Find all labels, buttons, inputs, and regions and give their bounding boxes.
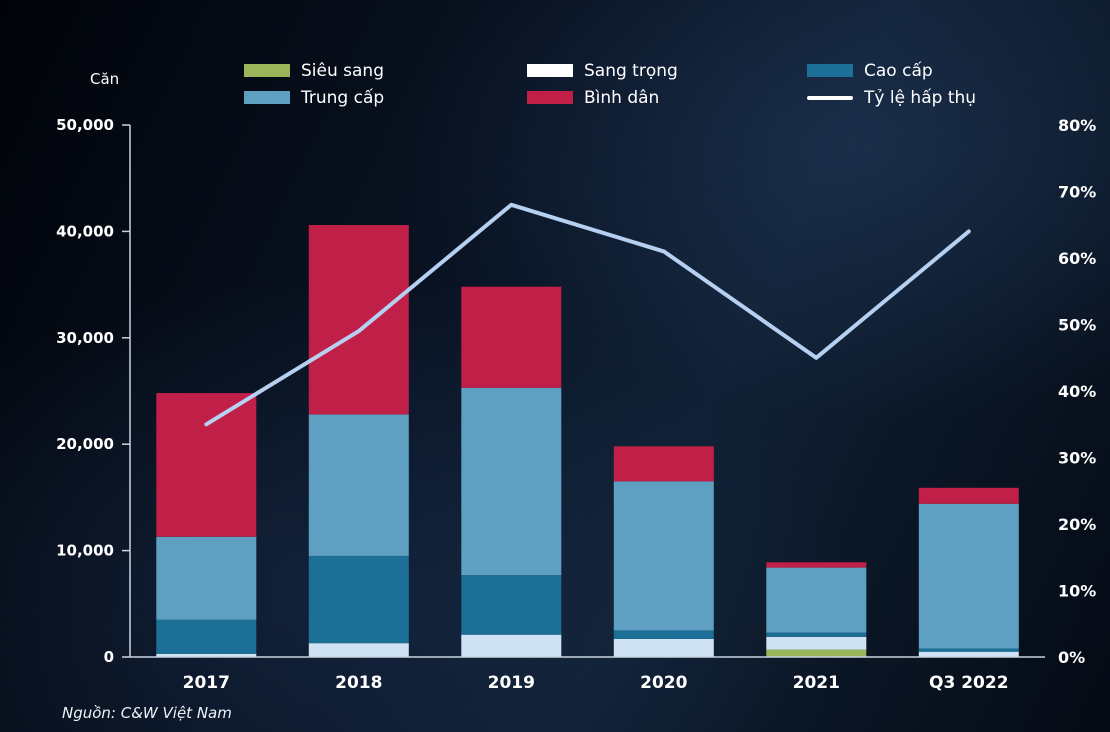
x-axis-label: 2019 <box>488 673 535 693</box>
legend-label-cao-cap: Cao cấp <box>864 60 933 81</box>
legend-item-binh-dan: Bình dân <box>527 87 807 108</box>
bar-segment-binh-dan <box>613 446 714 482</box>
right-axis-tick-label: 70% <box>1058 183 1096 202</box>
bar-segment-binh-dan <box>156 393 257 537</box>
bar-segment-cao-cap <box>156 619 257 654</box>
legend-swatch-cao-cap <box>807 64 853 77</box>
bar-segment-trung-cap <box>156 536 257 620</box>
legend-swatch-sieu-sang <box>244 64 290 77</box>
right-axis-tick-label: 30% <box>1058 449 1096 468</box>
legend-item-trung-cap: Trung cấp <box>244 87 527 108</box>
legend-label-sang-trong: Sang trọng <box>584 60 678 81</box>
bar-segment-trung-cap <box>766 567 867 633</box>
left-axis-tick-label: 10,000 <box>56 542 114 560</box>
bar-segment-trung-cap <box>613 481 714 631</box>
left-axis-tick-label: 20,000 <box>56 435 114 453</box>
legend-label-sieu-sang: Siêu sang <box>301 60 384 81</box>
bar-segment-cao-cap <box>308 555 409 644</box>
bar-segment-trung-cap <box>461 387 562 576</box>
source-note: Nguồn: C&W Việt Nam <box>62 704 232 722</box>
bar-segment-sang-trong <box>156 653 257 657</box>
chart-legend: Siêu sang Sang trọng Cao cấp Trung cấp B… <box>244 60 976 108</box>
right-axis-tick-label: 0% <box>1058 648 1085 667</box>
bar-segment-binh-dan <box>308 225 409 415</box>
legend-item-ty-le-hap-thu: Tỷ lệ hấp thụ <box>807 87 976 108</box>
bar-segment-binh-dan <box>918 487 1019 504</box>
bar-segment-cao-cap <box>766 632 867 637</box>
left-axis-tick-label: 50,000 <box>56 116 114 134</box>
bar-segment-trung-cap <box>918 503 1019 649</box>
bar-segment-sang-trong <box>461 634 562 657</box>
right-axis-tick-label: 60% <box>1058 249 1096 268</box>
x-axis-label: 2021 <box>793 673 840 693</box>
bar-segment-binh-dan <box>766 562 867 568</box>
x-axis-label: Q3 2022 <box>929 673 1009 693</box>
legend-label-ty-le-hap-thu: Tỷ lệ hấp thụ <box>864 87 977 108</box>
legend-swatch-binh-dan <box>527 91 573 104</box>
right-axis-tick-label: 10% <box>1058 582 1096 601</box>
left-axis-tick-label: 40,000 <box>56 222 114 240</box>
bar-segment-sang-trong <box>918 651 1019 657</box>
legend-swatch-trung-cap <box>244 91 290 104</box>
legend-label-trung-cap: Trung cấp <box>301 87 385 108</box>
left-axis-tick-label: 30,000 <box>56 329 114 347</box>
legend-item-sieu-sang: Siêu sang <box>244 60 527 81</box>
right-axis-tick-label: 50% <box>1058 316 1096 335</box>
legend-line-swatch-ty-le-hap-thu <box>807 95 853 100</box>
bar-segment-cao-cap <box>918 648 1019 652</box>
legend-label-binh-dan: Bình dân <box>584 87 660 108</box>
left-axis-unit-label: Căn <box>90 70 120 88</box>
left-axis-tick-label: 0 <box>104 648 114 666</box>
bar-segment-sang-trong <box>613 638 714 657</box>
bar-segment-cao-cap <box>461 575 562 635</box>
right-axis-tick-label: 40% <box>1058 382 1096 401</box>
bar-segment-binh-dan <box>461 286 562 388</box>
legend-swatch-sang-trong <box>527 64 573 77</box>
bar-segment-sang-trong <box>766 636 867 650</box>
right-axis-tick-label: 20% <box>1058 515 1096 534</box>
legend-item-sang-trong: Sang trọng <box>527 60 807 81</box>
x-axis-label: 2020 <box>640 673 687 693</box>
bar-segment-sang-trong <box>308 643 409 657</box>
right-axis-tick-label: 80% <box>1058 116 1096 135</box>
x-axis-label: 2018 <box>335 673 382 693</box>
x-axis-label: 2017 <box>183 673 230 693</box>
bar-segment-sieu-sang <box>766 649 867 657</box>
bar-segment-trung-cap <box>308 414 409 556</box>
absorption-rate-line <box>204 202 971 427</box>
legend-item-cao-cap: Cao cấp <box>807 60 976 81</box>
bar-segment-cao-cap <box>613 630 714 639</box>
